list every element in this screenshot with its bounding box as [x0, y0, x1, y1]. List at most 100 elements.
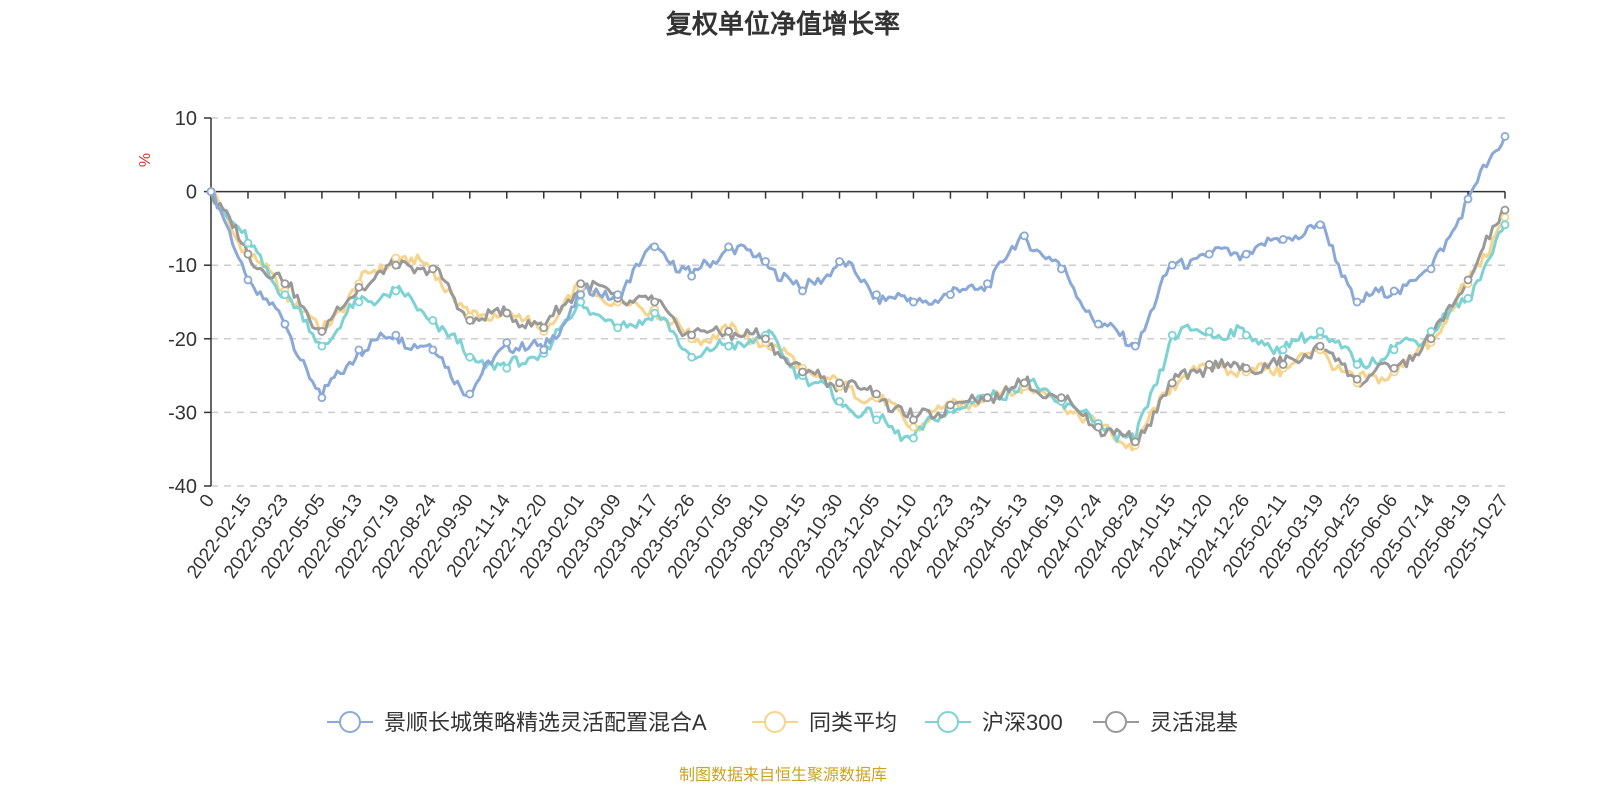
data-point-s3-8 — [502, 308, 512, 318]
legend-item-3[interactable]: 灵活混基 — [1093, 710, 1238, 735]
data-point-s2-1 — [243, 238, 253, 248]
data-point-s3-21 — [983, 393, 992, 403]
data-point-s3-25 — [1130, 437, 1140, 447]
data-point-s0-2 — [280, 319, 290, 329]
data-point-s0-9 — [539, 345, 549, 355]
data-point-s3-18 — [872, 389, 881, 399]
data-point-s0-19 — [909, 297, 918, 307]
data-point-s2-17 — [835, 396, 844, 406]
data-point-s0-4 — [354, 345, 364, 355]
legend-item-0[interactable]: 景顺长城策略精选灵活配置混合A — [327, 710, 707, 735]
data-point-s2-10 — [576, 297, 586, 307]
y-tick-label: -40 — [168, 476, 197, 498]
data-point-s3-28 — [1241, 363, 1251, 373]
series-line-0 — [210, 135, 1507, 400]
data-point-s3-9 — [539, 323, 549, 333]
data-point-s2-6 — [428, 315, 438, 325]
series-line-3 — [209, 191, 1506, 445]
data-point-s3-2 — [280, 279, 290, 289]
data-point-s2-5 — [391, 286, 401, 296]
series-line-2 — [209, 191, 1507, 444]
data-point-s2-13 — [687, 352, 697, 362]
data-point-s0-10 — [576, 290, 586, 300]
y-axis-unit-label: % — [137, 153, 154, 167]
grid-lines — [211, 117, 1505, 487]
data-point-s2-28 — [1241, 330, 1251, 340]
data-point-s3-17 — [835, 378, 844, 388]
data-point-s3-10 — [576, 279, 586, 289]
legend-label: 沪深300 — [982, 710, 1063, 735]
data-point-s0-34 — [1463, 194, 1473, 204]
y-tick-label: -20 — [168, 329, 197, 351]
y-tick-label: 0 — [186, 182, 197, 204]
data-point-s2-33 — [1426, 327, 1436, 336]
data-point-s3-24 — [1093, 422, 1103, 432]
data-point-s3-13 — [687, 330, 697, 340]
data-point-s2-29 — [1278, 345, 1288, 355]
axes: 100-10-20-30-4002022-02-152022-03-232022… — [168, 108, 1513, 582]
data-point-s0-24 — [1093, 319, 1103, 329]
data-point-s0-7 — [465, 389, 475, 399]
data-point-s3-30 — [1315, 341, 1325, 351]
data-point-s0-8 — [502, 338, 512, 347]
data-point-s3-16 — [798, 367, 807, 377]
data-point-s2-2 — [280, 290, 290, 300]
data-point-s0-0 — [206, 187, 216, 197]
data-point-s3-19 — [909, 415, 918, 425]
data-point-s3-5 — [391, 260, 401, 270]
legend-label: 同类平均 — [809, 710, 897, 735]
data-point-s3-1 — [243, 249, 253, 259]
legend[interactable]: 景顺长城策略精选灵活配置混合A 同类平均 沪深300 灵活混基 — [327, 710, 1238, 735]
data-point-s0-32 — [1389, 286, 1399, 296]
data-point-s3-31 — [1352, 374, 1362, 384]
legend-circle-icon — [339, 711, 361, 733]
legend-item-2[interactable]: 沪深300 — [925, 710, 1063, 735]
data-point-s1-19 — [909, 422, 918, 432]
data-point-s0-21 — [983, 279, 992, 289]
data-point-s2-18 — [872, 415, 881, 425]
data-point-s3-27 — [1204, 360, 1214, 369]
data-point-s0-31 — [1352, 297, 1362, 307]
data-point-s1-5 — [391, 253, 401, 263]
data-point-s2-31 — [1352, 360, 1362, 369]
data-point-s3-32 — [1389, 363, 1399, 373]
data-point-s3-12 — [650, 297, 660, 307]
data-point-s3-6 — [428, 264, 438, 274]
data-point-s3-7 — [465, 315, 475, 325]
data-point-s3-3 — [317, 327, 327, 336]
data-point-s2-7 — [465, 352, 475, 362]
data-point-s3-4 — [354, 282, 364, 292]
data-point-s2-26 — [1167, 330, 1177, 340]
data-point-s2-35 — [1500, 220, 1510, 230]
data-point-s2-12 — [650, 308, 660, 318]
data-point-s0-6 — [428, 345, 438, 355]
data-point-s0-5 — [391, 330, 401, 340]
legend-circle-icon — [937, 711, 959, 733]
legend-circle-icon — [1105, 711, 1127, 733]
data-point-s2-19 — [909, 433, 918, 443]
data-point-s2-3 — [317, 341, 327, 351]
data-point-s3-26 — [1167, 378, 1177, 388]
series-lines — [209, 135, 1507, 452]
data-point-s2-30 — [1315, 327, 1325, 336]
data-point-s3-34 — [1463, 275, 1473, 285]
data-point-s0-15 — [761, 257, 770, 266]
data-point-s3-23 — [1056, 393, 1066, 403]
legend-item-1[interactable]: 同类平均 — [752, 710, 897, 735]
data-point-s0-20 — [946, 290, 955, 300]
y-tick-label: 10 — [175, 108, 197, 130]
data-point-s0-17 — [835, 257, 844, 266]
data-point-s2-8 — [502, 363, 512, 373]
data-point-s1-35 — [1500, 212, 1510, 222]
data-point-s0-30 — [1315, 220, 1325, 230]
data-point-s3-20 — [946, 400, 955, 410]
data-point-s0-23 — [1056, 264, 1066, 274]
legend-label: 灵活混基 — [1150, 710, 1238, 735]
data-point-s0-22 — [1019, 231, 1029, 241]
data-point-s0-13 — [687, 271, 697, 281]
data-point-s3-14 — [724, 327, 733, 336]
data-point-s2-4 — [354, 297, 364, 307]
data-source-note: 制图数据来自恒生聚源数据库 — [679, 766, 887, 784]
series-line-1 — [210, 189, 1507, 452]
